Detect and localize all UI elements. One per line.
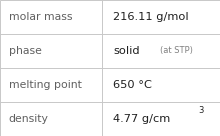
- Text: 4.77 g/cm: 4.77 g/cm: [113, 114, 170, 124]
- Text: density: density: [9, 114, 49, 124]
- Text: 3: 3: [198, 106, 203, 115]
- Text: phase: phase: [9, 46, 42, 56]
- Text: solid: solid: [113, 46, 140, 56]
- Text: (at STP): (at STP): [160, 47, 192, 55]
- Text: melting point: melting point: [9, 80, 82, 90]
- Text: molar mass: molar mass: [9, 12, 72, 22]
- Text: 216.11 g/mol: 216.11 g/mol: [113, 12, 189, 22]
- Text: 650 °C: 650 °C: [113, 80, 152, 90]
